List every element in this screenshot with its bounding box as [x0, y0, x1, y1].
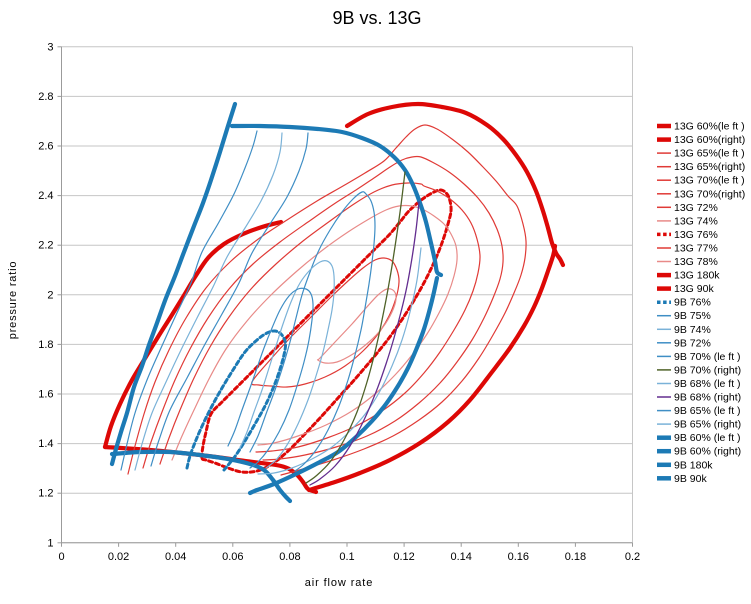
- svg-text:9B 68% (le ft ): 9B 68% (le ft ): [674, 378, 741, 390]
- svg-text:9B 72%: 9B 72%: [674, 337, 711, 349]
- svg-text:13G 60%(le ft ): 13G 60%(le ft ): [674, 121, 745, 133]
- svg-text:13G 180k: 13G 180k: [674, 270, 720, 282]
- svg-text:13G 77%: 13G 77%: [674, 243, 718, 255]
- svg-text:0.02: 0.02: [108, 551, 129, 563]
- svg-text:air flow rate: air flow rate: [305, 577, 374, 589]
- svg-text:0.1: 0.1: [339, 551, 354, 563]
- svg-text:0.2: 0.2: [625, 551, 640, 563]
- svg-text:13G 65%(le ft ): 13G 65%(le ft ): [674, 148, 745, 160]
- svg-text:1: 1: [47, 537, 53, 549]
- svg-text:2.8: 2.8: [38, 91, 53, 103]
- svg-text:9B 75%: 9B 75%: [674, 310, 711, 322]
- svg-text:9B 60% (le ft ): 9B 60% (le ft ): [674, 432, 741, 444]
- svg-text:0.16: 0.16: [508, 551, 529, 563]
- svg-text:2.2: 2.2: [38, 240, 53, 252]
- svg-text:13G 74%: 13G 74%: [674, 215, 718, 227]
- svg-text:13G 60%(right): 13G 60%(right): [674, 134, 745, 146]
- svg-text:9B 70% (right): 9B 70% (right): [674, 364, 741, 376]
- svg-text:1.4: 1.4: [38, 438, 53, 450]
- svg-text:0.14: 0.14: [450, 551, 471, 563]
- svg-text:9B 60% (right): 9B 60% (right): [674, 446, 741, 458]
- svg-text:0: 0: [58, 551, 64, 563]
- svg-text:9B 65% (le ft ): 9B 65% (le ft ): [674, 405, 741, 417]
- svg-text:13G 72%: 13G 72%: [674, 202, 718, 214]
- svg-text:9B 70% (le ft ): 9B 70% (le ft ): [674, 351, 741, 363]
- svg-text:9B 68% (right): 9B 68% (right): [674, 392, 741, 404]
- svg-text:2: 2: [47, 289, 53, 301]
- svg-text:pressure ratio: pressure ratio: [7, 261, 19, 339]
- svg-text:13G 78%: 13G 78%: [674, 256, 718, 268]
- svg-text:0.12: 0.12: [393, 551, 414, 563]
- svg-text:9B 180k: 9B 180k: [674, 459, 713, 471]
- svg-text:1.2: 1.2: [38, 488, 53, 500]
- svg-text:2.4: 2.4: [38, 190, 53, 202]
- svg-text:1.8: 1.8: [38, 339, 53, 351]
- svg-text:13G 70%(le ft ): 13G 70%(le ft ): [674, 175, 745, 187]
- svg-text:13G 76%: 13G 76%: [674, 229, 718, 241]
- svg-text:9B 65% (right): 9B 65% (right): [674, 419, 741, 431]
- svg-text:0.18: 0.18: [565, 551, 586, 563]
- svg-text:9B 76%: 9B 76%: [674, 297, 711, 309]
- svg-text:3: 3: [47, 41, 53, 53]
- svg-text:9B 74%: 9B 74%: [674, 324, 711, 336]
- svg-text:13G 70%(right): 13G 70%(right): [674, 188, 745, 200]
- svg-text:9B vs. 13G: 9B vs. 13G: [332, 8, 421, 28]
- svg-text:0.04: 0.04: [165, 551, 186, 563]
- svg-text:0.08: 0.08: [279, 551, 300, 563]
- svg-text:2.6: 2.6: [38, 141, 53, 153]
- svg-text:0.06: 0.06: [222, 551, 243, 563]
- svg-text:13G 90k: 13G 90k: [674, 283, 714, 295]
- svg-text:1.6: 1.6: [38, 389, 53, 401]
- svg-text:9B 90k: 9B 90k: [674, 473, 707, 485]
- svg-text:13G 65%(right): 13G 65%(right): [674, 161, 745, 173]
